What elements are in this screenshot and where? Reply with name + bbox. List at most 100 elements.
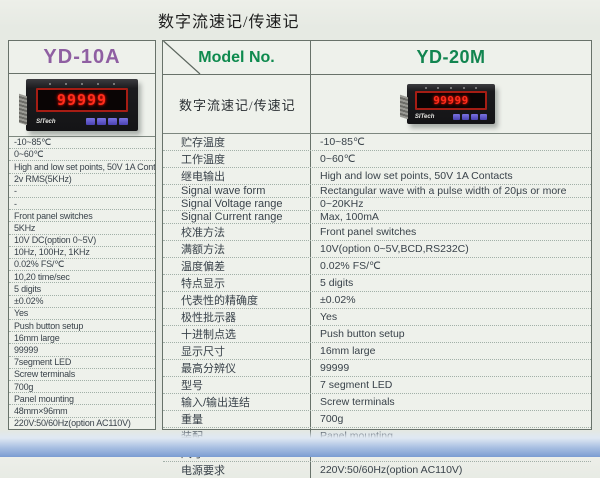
page-title: 数字流速记/传速记 bbox=[158, 14, 300, 31]
spec-row: Screw terminals bbox=[9, 367, 155, 380]
row-label: 极性批示器 bbox=[163, 309, 311, 325]
row-value: 99999 bbox=[320, 362, 350, 374]
meter-front-controls: SITech bbox=[407, 110, 495, 124]
table-row: 十进制点选 Push button setup bbox=[163, 325, 591, 342]
spec-row: - bbox=[9, 197, 155, 209]
meter-indicator-dots bbox=[26, 79, 138, 88]
bottom-decorative-band bbox=[0, 430, 600, 457]
table-row: 代表性的精确度 ±0.02% bbox=[163, 291, 591, 308]
table-row: Signal Current range Max, 100mA bbox=[163, 210, 591, 223]
table-row: 校准方法 Front panel switches bbox=[163, 223, 591, 240]
row-label: 最高分辨仪 bbox=[163, 360, 311, 376]
table-row: Signal Voltage range 0~20KHz bbox=[163, 197, 591, 210]
row-label: 满额方法 bbox=[163, 241, 311, 257]
row-value: ±0.02% bbox=[320, 294, 356, 306]
right-product-table: Model No. YD-20M 数字流速记/传速记 99999 SITech … bbox=[162, 40, 592, 478]
meter-display: 99999 bbox=[414, 91, 488, 110]
meter-indicator-dots bbox=[407, 84, 495, 91]
row-value: 5 digits bbox=[320, 277, 354, 289]
row-label: 输入/输出连结 bbox=[163, 394, 311, 410]
meter-front-controls: SITech bbox=[26, 112, 138, 131]
row-label: 重量 bbox=[163, 411, 311, 427]
spec-row: 220V:50/60Hz(option AC110V) bbox=[9, 416, 155, 429]
table-row: 显示尺寸 16mm large bbox=[163, 342, 591, 359]
table-row: 工作温度 0~60℃ bbox=[163, 150, 591, 167]
meter-display: 99999 bbox=[36, 88, 128, 113]
left-product-panel: YD-10A 99999 SITech -10~85℃ 0~60℃ High and… bbox=[8, 40, 156, 430]
row-label: Signal Voltage range bbox=[163, 198, 311, 210]
row-value: 0~20KHz bbox=[320, 198, 364, 210]
table-row: 温度偏差 0.02% FS/℃ bbox=[163, 257, 591, 274]
row-label: 电源要求 bbox=[163, 462, 311, 478]
row-value: 0.02% FS/℃ bbox=[320, 260, 381, 272]
spec-row: 16mm large bbox=[9, 331, 155, 343]
spec-row: 10,20 time/sec bbox=[9, 270, 155, 282]
spec-table-rows: 贮存温度 -10~85℃ 工作温度 0~60℃ 继电输出 High and low set… bbox=[163, 134, 591, 478]
spec-row: 0~60℃ bbox=[9, 148, 155, 160]
spec-row: Panel mounting bbox=[9, 392, 155, 404]
spec-row: Push button setup bbox=[9, 319, 155, 331]
row-value: 10V(option 0~5V,BCD,RS232C) bbox=[320, 243, 469, 255]
model-no-label: Model No. bbox=[198, 48, 275, 66]
diagonal-divider bbox=[163, 41, 201, 74]
row-label: 继电输出 bbox=[163, 168, 311, 184]
spec-row: 10V DC(option 0~5V) bbox=[9, 233, 155, 246]
row-value: Yes bbox=[320, 311, 338, 323]
table-row: 贮存温度 -10~85℃ bbox=[163, 134, 591, 150]
meter-brand-logo: SITech bbox=[414, 113, 435, 120]
row-label: Signal Current range bbox=[163, 211, 311, 223]
row-value: Rectangular wave with a pulse width of 2… bbox=[320, 185, 567, 197]
row-label: 校准方法 bbox=[163, 224, 311, 240]
spec-row: 5 digits bbox=[9, 282, 155, 294]
spec-row: 7segment LED bbox=[9, 355, 155, 368]
right-model-title: YD-20M bbox=[416, 47, 486, 67]
table-image-row: 数字流速记/传速记 99999 SITech bbox=[163, 75, 591, 134]
table-header-row: Model No. YD-20M bbox=[163, 41, 591, 75]
table-row: 满额方法 10V(option 0~5V,BCD,RS232C) bbox=[163, 240, 591, 257]
right-product-image-area: 99999 SITech bbox=[311, 75, 591, 133]
table-row: Signal wave form Rectangular wave with a … bbox=[163, 184, 591, 197]
row-label: 贮存温度 bbox=[163, 134, 311, 150]
row-label: 代表性的精确度 bbox=[163, 292, 311, 308]
meter-buttons bbox=[85, 118, 128, 126]
panel-meter-image: 99999 SITech bbox=[26, 79, 138, 131]
left-spec-list: -10~85℃ 0~60℃ High and low set points, 50V… bbox=[9, 137, 155, 429]
row-label: 显示尺寸 bbox=[163, 343, 311, 359]
spec-row: - bbox=[9, 184, 155, 197]
spec-row: 5KHz bbox=[9, 221, 155, 233]
row-value: 7 segment LED bbox=[320, 379, 393, 391]
row-value: High and low set points, 50V 1A Contacts bbox=[320, 170, 513, 182]
meter-digits: 99999 bbox=[433, 93, 469, 107]
spec-row: 99999 bbox=[9, 343, 155, 355]
row-value: 700g bbox=[320, 413, 344, 425]
row-label: 特点显示 bbox=[163, 275, 311, 291]
meter-brand-logo: SITech bbox=[36, 118, 56, 125]
spec-row: High and low set points, 50V 1A Contacts bbox=[9, 160, 155, 172]
table-row: 极性批示器 Yes bbox=[163, 308, 591, 325]
table-row: 输入/输出连结 Screw terminals bbox=[163, 393, 591, 410]
panel-meter-image: 99999 SITech bbox=[407, 84, 495, 124]
table-row: 最高分辨仪 99999 bbox=[163, 359, 591, 376]
table-row: 重量 700g bbox=[163, 410, 591, 427]
spec-row: 700g bbox=[9, 380, 155, 392]
row-value: 220V:50/60Hz(option AC110V) bbox=[320, 464, 463, 476]
spec-row: -10~85℃ bbox=[14, 137, 51, 148]
row-label: 型号 bbox=[163, 377, 311, 393]
model-no-header-cell: Model No. bbox=[163, 41, 311, 74]
row-value: Max, 100mA bbox=[320, 211, 379, 223]
spec-row: Yes bbox=[9, 306, 155, 319]
row-label: 工作温度 bbox=[163, 151, 311, 167]
left-product-image-area: 99999 SITech bbox=[9, 74, 155, 137]
row-value: Screw terminals bbox=[320, 396, 395, 408]
spec-row: 0.02% FS/℃ bbox=[9, 258, 155, 270]
spec-row: Front panel switches bbox=[9, 209, 155, 221]
row-value: Push button setup bbox=[320, 328, 405, 340]
row-label: 温度偏差 bbox=[163, 258, 311, 274]
row-value: Front panel switches bbox=[320, 226, 417, 238]
spec-row: ±0.02% bbox=[9, 294, 155, 307]
spec-row: 2v RMS(5KHz) bbox=[9, 172, 155, 185]
row-label: 十进制点选 bbox=[163, 326, 311, 342]
table-row: 电源要求 220V:50/60Hz(option AC110V) bbox=[163, 461, 591, 478]
table-subtitle: 数字流速记/传速记 bbox=[163, 75, 311, 133]
table-row: 特点显示 5 digits bbox=[163, 274, 591, 291]
